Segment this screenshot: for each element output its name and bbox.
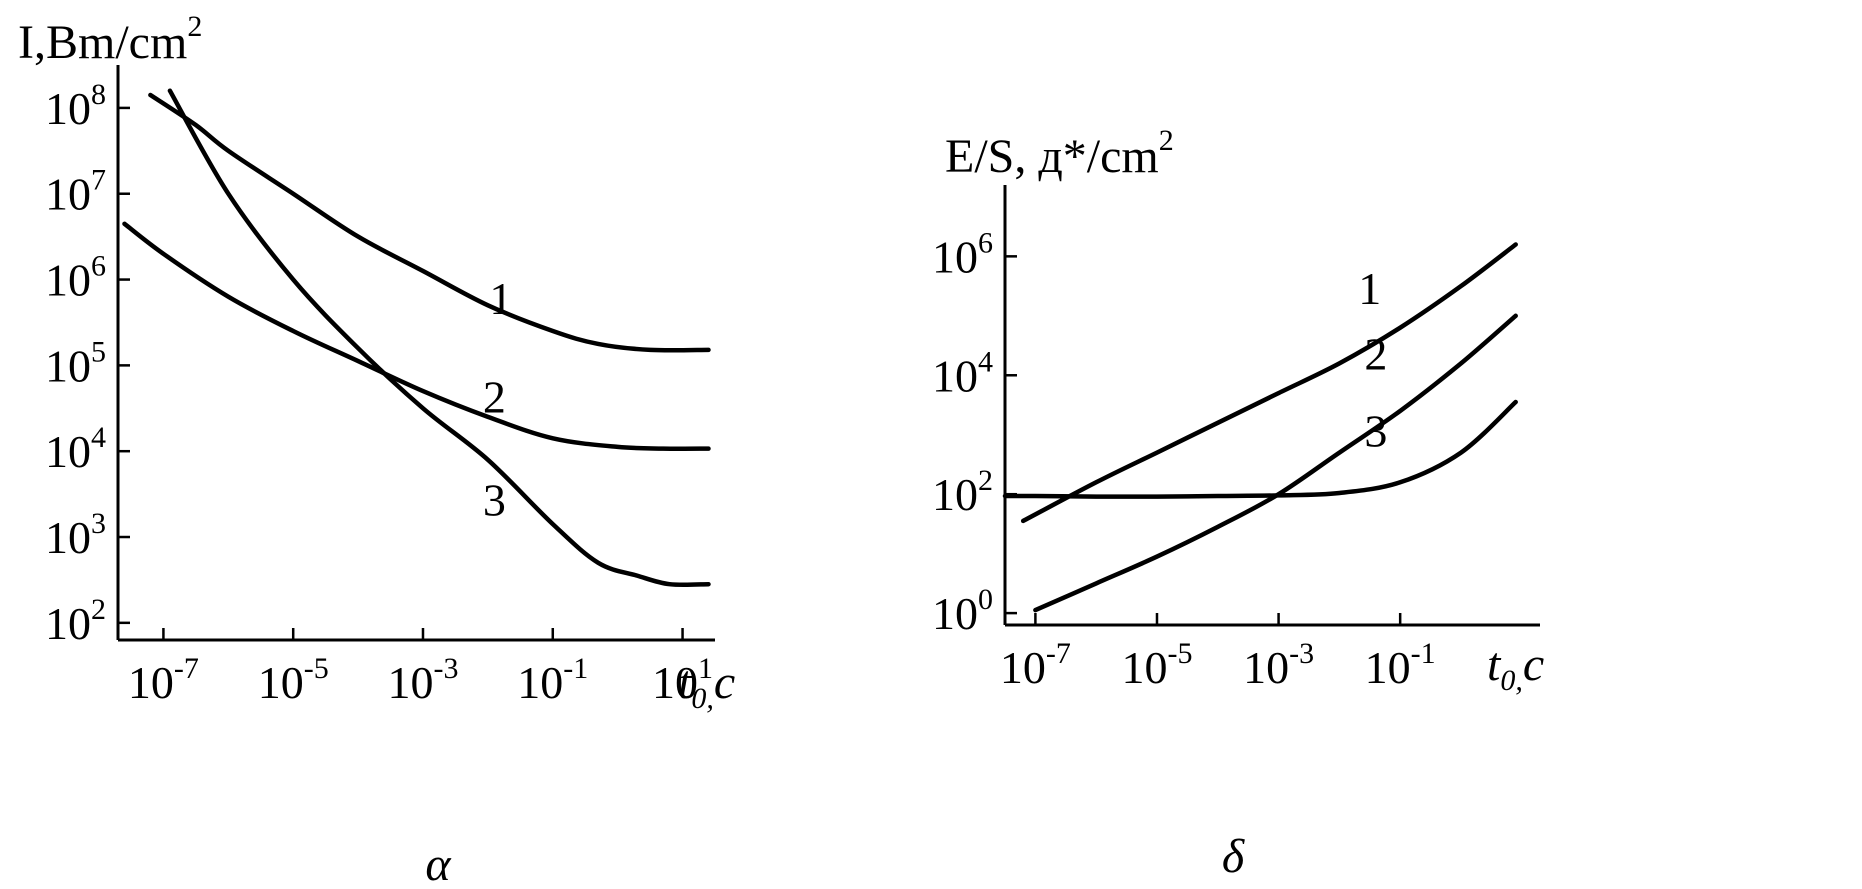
y-tick-label: 106 [45, 250, 106, 306]
x-axis-title: t0,c [1487, 638, 1544, 697]
x-tick-exponent: -1 [1411, 637, 1436, 670]
y-axis-title: E/S, д*/cm2 [945, 124, 1174, 183]
x-axis-title-subscript: 0, [1500, 664, 1523, 697]
y-tick-exponent: 4 [978, 345, 993, 378]
y-tick-label: 107 [45, 164, 106, 220]
y-tick-label: 104 [932, 345, 993, 401]
series-line-2 [122, 221, 711, 451]
chart-panel-delta: 100 102 104 106 10-7 10-5 10-3 10-1 1 2 3 E/S, д*/c… [932, 124, 1544, 883]
x-tick-label: 10-3 [1243, 637, 1314, 693]
series-line-3 [1002, 399, 1518, 499]
series-label-2: 2 [1364, 328, 1387, 379]
series-line-1 [148, 92, 711, 353]
y-tick-exponent: 0 [978, 583, 993, 616]
x-tick-exponent: -7 [174, 652, 199, 685]
y-tick-label: 105 [45, 335, 106, 391]
x-tick-exponent: -3 [433, 652, 458, 685]
x-axis-title: t0,c [678, 656, 735, 715]
x-tick-exponent: -5 [1167, 637, 1192, 670]
x-axis-title-unit: c [714, 656, 735, 709]
series-label-3: 3 [1364, 406, 1387, 457]
y-tick-exponent: 5 [91, 335, 106, 368]
x-tick-label: 10-7 [128, 652, 199, 708]
x-tick-exponent: -5 [304, 652, 329, 685]
y-axis-title-exponent: 2 [1159, 124, 1174, 157]
x-tick-label: 10-1 [1365, 637, 1436, 693]
x-tick-exponent: -1 [563, 652, 588, 685]
y-tick-exponent: 3 [91, 507, 106, 540]
series-label-1: 1 [1358, 263, 1381, 314]
panel-label: δ [1222, 830, 1245, 883]
x-tick-label: 10-5 [258, 652, 329, 708]
y-tick-exponent: 6 [978, 226, 993, 259]
y-tick-exponent: 2 [91, 593, 106, 626]
series-label-2: 2 [483, 372, 506, 423]
series-line-1 [1020, 242, 1518, 524]
series-label-1: 1 [489, 273, 512, 324]
x-tick-label: 10-1 [517, 652, 588, 708]
y-tick-label: 100 [932, 583, 993, 639]
y-tick-label: 108 [45, 78, 106, 134]
y-axis-title-exponent: 2 [187, 10, 202, 43]
y-tick-exponent: 6 [91, 250, 106, 283]
y-tick-label: 106 [932, 226, 993, 282]
x-tick-label: 10-5 [1121, 637, 1192, 693]
y-tick-label: 103 [45, 507, 106, 563]
y-tick-label: 104 [45, 421, 106, 477]
x-axis-title-subscript: 0, [691, 682, 714, 715]
y-tick-exponent: 8 [91, 78, 106, 111]
x-tick-exponent: -3 [1289, 637, 1314, 670]
x-tick-exponent: 1 [698, 652, 713, 685]
panel-label: α [425, 838, 451, 889]
y-tick-label: 102 [45, 593, 106, 649]
y-tick-exponent: 4 [91, 421, 106, 454]
series-line-3 [167, 88, 711, 588]
y-tick-label: 102 [932, 464, 993, 520]
y-tick-exponent: 7 [91, 164, 106, 197]
x-axis-title-unit: c [1523, 638, 1544, 691]
series-label-3: 3 [483, 475, 506, 526]
x-tick-label: 10-7 [1000, 637, 1071, 693]
x-tick-exponent: -7 [1046, 637, 1071, 670]
y-tick-exponent: 2 [978, 464, 993, 497]
x-tick-label: 10-3 [387, 652, 458, 708]
y-axis-title: I,Bm/cm2 [18, 10, 202, 69]
